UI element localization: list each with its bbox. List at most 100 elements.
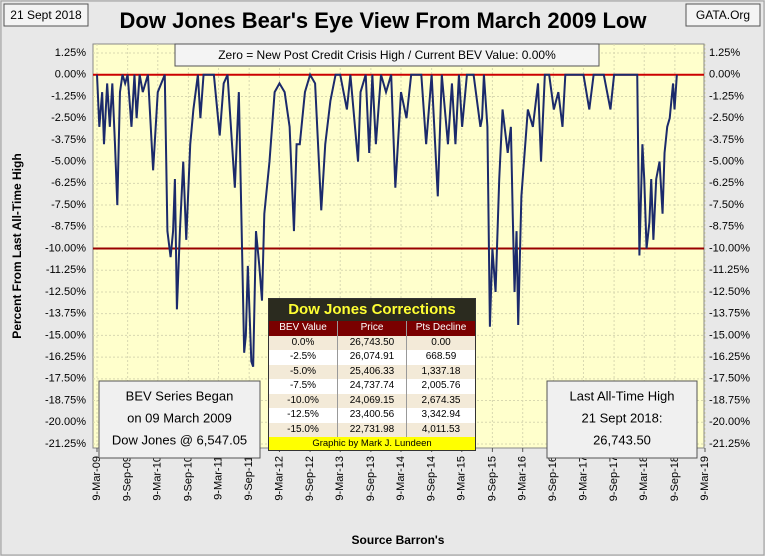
series-line <box>96 72 678 368</box>
table-cell: 24,069.15 <box>338 393 407 408</box>
table-title: Dow Jones Corrections <box>269 299 475 321</box>
chart-title: Dow Jones Bear's Eye View From March 200… <box>120 8 648 33</box>
y-tick-label: -15.00% <box>45 329 86 341</box>
x-tick-label: 9-Sep-13 <box>365 456 377 501</box>
table-cell: 24,737.74 <box>338 379 407 394</box>
x-tick-label: 9-Mar-14 <box>395 456 407 501</box>
y2-tick-label: 0.00% <box>709 69 740 81</box>
x-tick-label: 9-Sep-10 <box>182 456 194 501</box>
y-tick-label: -16.25% <box>45 351 86 363</box>
x-tick-label: 9-Mar-19 <box>699 456 711 501</box>
x-tick-label: 9-Mar-16 <box>517 456 529 501</box>
annotation-box <box>98 380 261 459</box>
y-tick-label: -17.50% <box>45 373 86 385</box>
y2-tick-label: -3.75% <box>709 134 744 146</box>
y-tick-label: -8.75% <box>51 221 86 233</box>
x-tick-label: 9-Mar-09 <box>91 456 103 501</box>
y-axis-title: Percent From Last All-Time High <box>10 153 24 338</box>
y2-tick-label: 1.25% <box>709 47 740 59</box>
table-footer: Graphic by Mark J. Lundeen <box>269 437 475 450</box>
y-tick-label: -2.50% <box>51 112 86 124</box>
annotation-text: BEV Series Began <box>126 388 234 403</box>
table-cell: 1,337.18 <box>421 365 461 377</box>
y2-tick-label: -18.75% <box>709 394 750 406</box>
y2-tick-label: -11.25% <box>709 264 749 276</box>
y-tick-label: -20.00% <box>45 416 86 428</box>
x-tick-label: 9-Mar-17 <box>577 456 589 501</box>
table-cell: 2,005.76 <box>421 380 461 391</box>
x-tick-label: 9-Mar-13 <box>334 456 346 501</box>
date-label: 21 Sept 2018 <box>10 8 82 22</box>
annotation-box <box>174 43 600 67</box>
x-tick-label: 9-Mar-12 <box>273 456 285 501</box>
annotation-text: Zero = New Post Credit Crisis High / Cur… <box>218 48 556 62</box>
table-row: -12.5% 23,400.56 3,342.94 <box>269 408 475 423</box>
y-tick-label: -7.50% <box>51 199 86 211</box>
table-cell: -10.0% <box>269 393 338 408</box>
table-cell: 25,406.33 <box>338 364 407 379</box>
table-cell: 3,342.94 <box>421 409 461 420</box>
y2-tick-label: -15.00% <box>709 329 750 341</box>
y-tick-label: -6.25% <box>51 177 86 189</box>
y-tick-label: -10.00% <box>45 242 86 254</box>
annotation-text: Dow Jones @ 6,547.05 <box>112 432 247 447</box>
table-header: BEV Value <box>269 321 338 336</box>
y-tick-label: -3.75% <box>51 134 86 146</box>
table-row: -15.0% 22,731.98 4,011.53 <box>269 422 475 437</box>
y-tick-label: -5.00% <box>51 156 86 168</box>
table-cell: -15.0% <box>269 422 338 437</box>
annotation-box <box>546 380 698 459</box>
x-tick-label: 9-Mar-11 <box>212 456 224 500</box>
y2-tick-label: -5.00% <box>709 156 744 168</box>
source-box <box>685 3 761 27</box>
table-row: -7.5% 24,737.74 2,005.76 <box>269 379 475 394</box>
table-row: -5.0% 25,406.33 1,337.18 <box>269 364 475 379</box>
y2-tick-label: -16.25% <box>709 351 750 363</box>
table-cell: 26,743.50 <box>338 335 407 350</box>
x-tick-label: 9-Sep-15 <box>486 456 498 501</box>
table-cell: -7.5% <box>269 379 338 394</box>
x-tick-label: 9-Sep-18 <box>669 456 681 501</box>
table-cell: -2.5% <box>269 350 338 365</box>
x-tick-label: 9-Sep-14 <box>426 456 438 501</box>
table-header-row: BEV Value Price Pts Decline <box>269 321 475 336</box>
x-tick-label: 9-Mar-10 <box>152 456 164 501</box>
table-cell: 0.0% <box>269 335 338 350</box>
y2-tick-label: -10.00% <box>709 242 750 254</box>
x-tick-label: 9-Sep-12 <box>304 456 316 501</box>
y-tick-label: -18.75% <box>45 394 86 406</box>
y-tick-label: -1.25% <box>51 90 86 102</box>
y2-tick-label: -12.50% <box>709 286 750 298</box>
annotation-text: 26,743.50 <box>593 432 651 447</box>
table-header: Pts Decline <box>415 322 467 333</box>
source-label: GATA.Org <box>696 8 750 22</box>
plot-layer: 1.25% 1.25% 0.00% 0.00% -1.25% -1.25% -2.50% -2… <box>45 43 750 501</box>
x-tick-label: 9-Sep-16 <box>547 456 559 501</box>
table-cell: 668.59 <box>425 351 457 362</box>
y2-tick-label: -13.75% <box>709 308 750 320</box>
table-row: -2.5% 26,074.91 668.59 <box>269 350 475 365</box>
y-tick-label: 1.25% <box>55 47 86 59</box>
y2-tick-label: -21.25% <box>709 438 750 450</box>
table-row: 0.0% 26,743.50 0.00 <box>269 335 475 350</box>
table-cell: -5.0% <box>269 364 338 379</box>
x-tick-label: 9-Mar-15 <box>456 456 468 501</box>
table-cell: 23,400.56 <box>338 408 407 423</box>
table-cell: 2,674.35 <box>421 394 461 406</box>
table-header: Price <box>338 321 407 336</box>
x-axis-title: Source Barron's <box>352 533 445 547</box>
y2-tick-label: -6.25% <box>709 177 744 189</box>
date-box <box>3 3 89 27</box>
y2-tick-label: -20.00% <box>709 416 750 428</box>
table-cell: 4,011.53 <box>421 423 461 435</box>
annotation-text: Last All-Time High <box>570 388 675 403</box>
table-cell: 0.00 <box>431 336 451 348</box>
y2-tick-label: -17.50% <box>709 373 750 385</box>
y-tick-label: -21.25% <box>45 438 86 450</box>
table-cell: 22,731.98 <box>338 422 407 437</box>
x-tick-label: 9-Sep-09 <box>122 456 134 501</box>
y2-tick-label: -8.75% <box>709 221 744 233</box>
x-tick-label: 9-Sep-17 <box>608 456 620 501</box>
